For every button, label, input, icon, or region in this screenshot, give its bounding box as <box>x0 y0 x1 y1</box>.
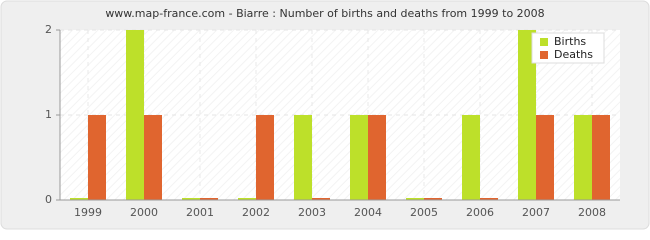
bar <box>462 115 480 200</box>
bar <box>536 115 554 200</box>
y-tick-label: 2 <box>45 23 52 36</box>
bar <box>350 115 368 200</box>
bar <box>480 198 498 200</box>
bar <box>126 30 144 200</box>
bar <box>406 198 424 200</box>
bar <box>368 115 386 200</box>
bar <box>518 30 536 200</box>
chart: www.map-france.com - Biarre : Number of … <box>0 0 650 230</box>
bar <box>424 198 442 200</box>
bar <box>256 115 274 200</box>
bar <box>238 198 256 200</box>
bar <box>592 115 610 200</box>
legend-label: Deaths <box>554 48 593 61</box>
bar <box>182 198 200 200</box>
legend-swatch <box>540 38 548 46</box>
legend-label: Births <box>554 35 586 48</box>
bar <box>200 198 218 200</box>
x-tick-label: 2006 <box>466 206 494 219</box>
x-tick-label: 2002 <box>242 206 270 219</box>
bar <box>144 115 162 200</box>
x-tick-label: 2005 <box>410 206 438 219</box>
y-tick-label: 1 <box>45 108 52 121</box>
bar <box>574 115 592 200</box>
x-tick-label: 2003 <box>298 206 326 219</box>
x-tick-label: 2000 <box>130 206 158 219</box>
bar <box>88 115 106 200</box>
bar <box>70 198 88 200</box>
x-tick-label: 2001 <box>186 206 214 219</box>
x-tick-label: 2008 <box>578 206 606 219</box>
bar <box>294 115 312 200</box>
legend-swatch <box>540 51 548 59</box>
x-tick-label: 1999 <box>74 206 102 219</box>
x-tick-label: 2004 <box>354 206 382 219</box>
x-tick-label: 2007 <box>522 206 550 219</box>
bar <box>312 198 330 200</box>
chart-title: www.map-france.com - Biarre : Number of … <box>105 7 544 20</box>
y-tick-label: 0 <box>45 193 52 206</box>
